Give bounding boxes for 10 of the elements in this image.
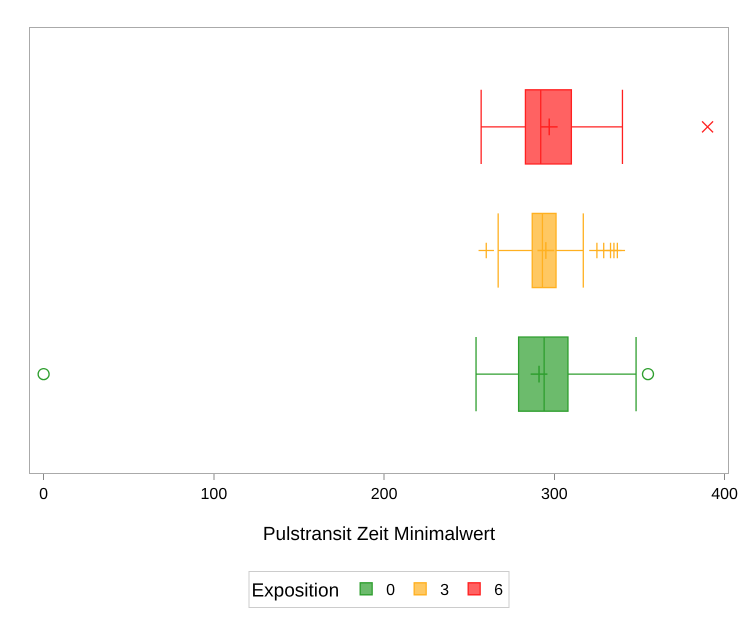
x-tick-label: 100 xyxy=(200,486,228,504)
x-axis-title: Pulstransit Zeit Minimalwert xyxy=(262,524,496,545)
legend-label: 3 xyxy=(440,582,450,600)
x-tick-label: 400 xyxy=(711,486,738,504)
legend-title: Exposition xyxy=(252,580,340,602)
legend-label: 6 xyxy=(494,582,504,600)
x-tick-label: 0 xyxy=(39,486,48,504)
x-tick-label: 300 xyxy=(541,486,568,504)
legend-label: 0 xyxy=(386,582,396,600)
x-tick-label: 200 xyxy=(370,486,398,504)
